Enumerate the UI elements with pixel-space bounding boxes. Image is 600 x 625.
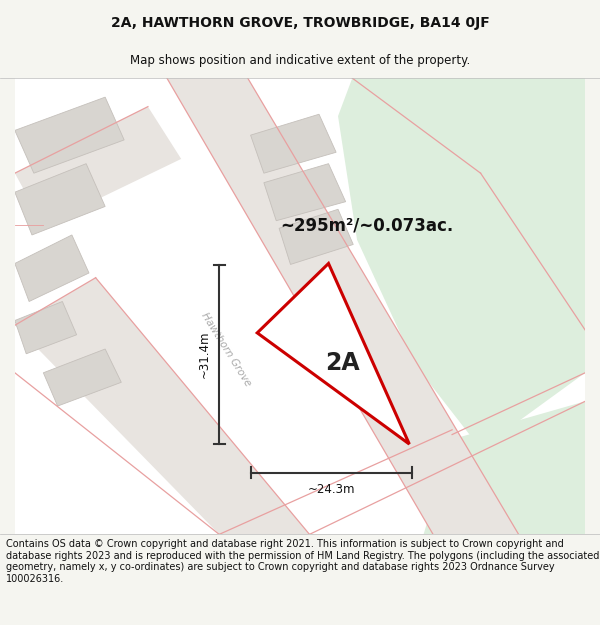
Polygon shape <box>15 235 89 301</box>
Polygon shape <box>15 107 181 226</box>
Polygon shape <box>264 164 346 221</box>
Polygon shape <box>167 78 518 534</box>
Text: Map shows position and indicative extent of the property.: Map shows position and indicative extent… <box>130 54 470 68</box>
Text: ~24.3m: ~24.3m <box>308 483 355 496</box>
Text: ~295m²/~0.073ac.: ~295m²/~0.073ac. <box>280 216 453 234</box>
Polygon shape <box>43 349 121 406</box>
Polygon shape <box>279 209 353 264</box>
Polygon shape <box>257 264 409 444</box>
Text: ~31.4m: ~31.4m <box>197 331 211 379</box>
Text: 2A, HAWTHORN GROVE, TROWBRIDGE, BA14 0JF: 2A, HAWTHORN GROVE, TROWBRIDGE, BA14 0JF <box>110 16 490 31</box>
Polygon shape <box>15 164 105 235</box>
Polygon shape <box>251 114 336 173</box>
Polygon shape <box>15 278 310 534</box>
Polygon shape <box>15 301 77 354</box>
Text: Contains OS data © Crown copyright and database right 2021. This information is : Contains OS data © Crown copyright and d… <box>6 539 599 584</box>
Polygon shape <box>15 97 124 173</box>
Text: Hawthorn Grove: Hawthorn Grove <box>199 311 253 388</box>
Polygon shape <box>424 401 585 534</box>
Text: 2A: 2A <box>325 351 360 375</box>
Polygon shape <box>338 78 585 449</box>
